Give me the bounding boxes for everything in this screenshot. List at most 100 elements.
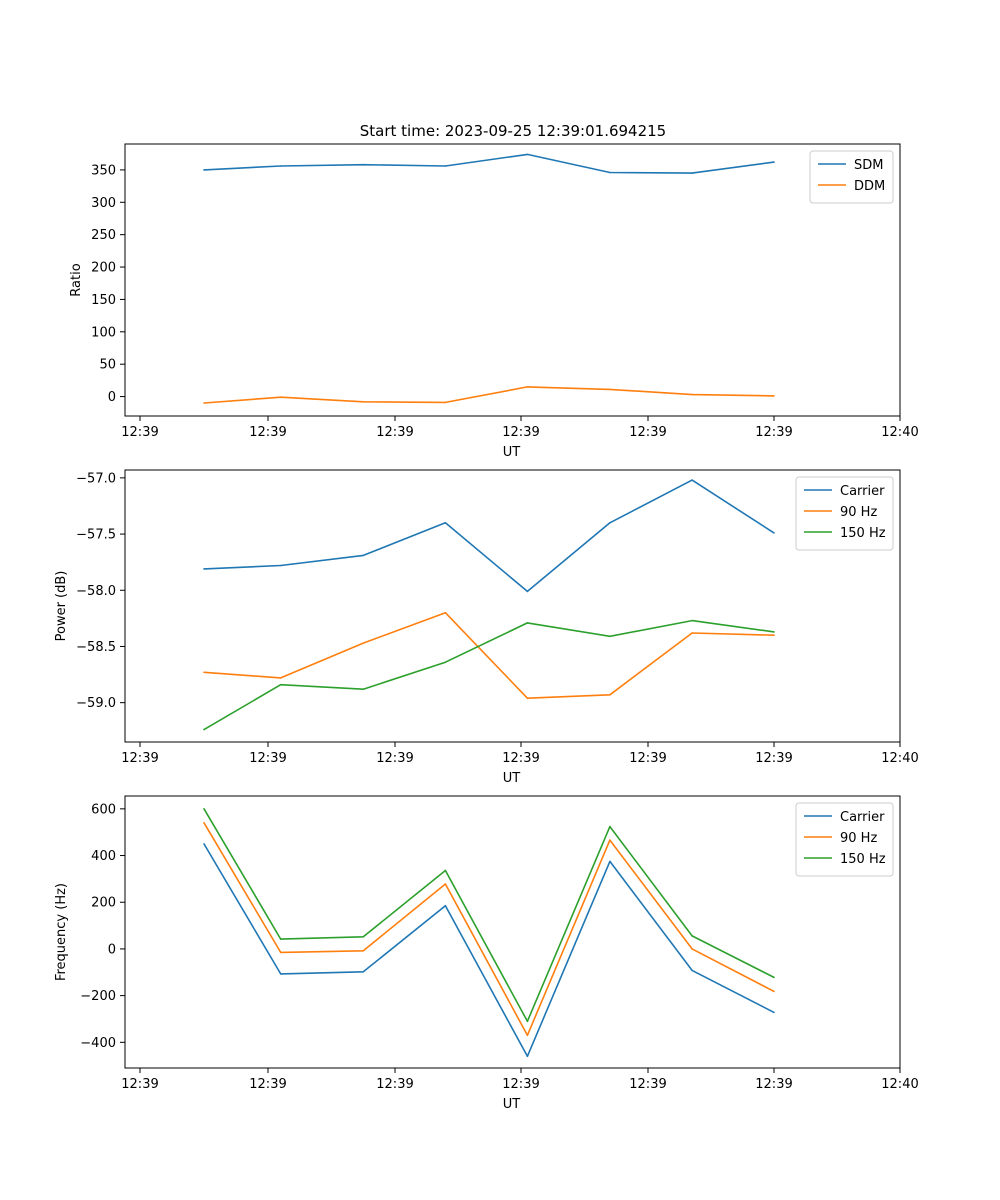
data-point-3-0-2 [362,971,365,973]
y-tick-label-1-1: 50 [99,358,116,373]
y-tick-label-3-0: −400 [80,1036,116,1051]
y-tick-label-1-3: 150 [91,293,116,308]
x-tick-label-3-4: 12:39 [629,1077,666,1092]
axes-frame-1 [124,143,901,417]
legend-1: SDM DDM [809,150,894,204]
series-line-3-90-hz [203,822,775,1037]
data-point-2-0-7 [773,532,775,534]
x-axis-label-3: UT [503,1097,521,1112]
data-point-2-0-2 [362,554,365,557]
data-point-2-2-1 [279,683,282,686]
legend-label-3-1: 90 Hz [840,831,877,846]
y-tick-label-3-4: 400 [91,849,116,864]
x-tick-label-3-3: 12:39 [502,1077,539,1092]
x-tick-label-3-2: 12:39 [376,1077,413,1092]
data-point-2-2-6 [691,619,693,622]
x-tick-label-3-6: 12:40 [881,1077,918,1092]
data-point-3-1-1 [279,951,282,954]
x-tick-label-1-6: 12:40 [881,425,918,440]
data-point-2-1-3 [444,611,447,614]
series-line-2-carrier [203,479,775,593]
x-tick-label-2-2: 12:39 [376,751,413,766]
data-point-3-1-5 [609,839,611,841]
x-axis-label-1: UT [503,445,521,460]
data-point-1-1-7 [773,395,775,397]
legend-3: Carrier 90 Hz 150 Hz [795,802,894,877]
data-point-1-1-6 [691,393,693,396]
y-tick-label-1-2: 100 [91,325,116,340]
legend-label-3-0: Carrier [840,810,885,825]
data-point-1-1-0 [203,402,205,404]
data-point-3-2-7 [773,976,775,979]
data-point-3-2-5 [609,825,611,828]
legend-label-3-2: 150 Hz [840,852,886,867]
x-tick-label-3-5: 12:39 [755,1077,792,1092]
data-point-2-1-2 [362,642,365,644]
data-point-2-2-5 [609,635,611,638]
x-tick-label-1-2: 12:39 [376,425,413,440]
x-tick-label-2-5: 12:39 [755,751,792,766]
data-point-2-2-7 [773,631,775,633]
data-point-3-0-4 [526,1055,529,1058]
x-tick-label-2-0: 12:39 [121,751,158,766]
data-point-2-1-0 [203,671,205,674]
data-point-2-0-4 [526,590,529,593]
data-point-2-0-5 [609,522,611,524]
data-point-1-0-2 [362,163,365,166]
data-point-3-1-6 [691,948,693,950]
data-point-1-0-0 [203,169,205,171]
series-line-2-150-hz [203,619,775,731]
y-tick-label-3-5: 600 [91,802,116,817]
data-point-1-1-5 [609,388,611,391]
x-tick-label-3-1: 12:39 [249,1077,286,1092]
y-tick-label-1-0: 0 [108,390,116,405]
y-tick-label-2-2: −58.0 [76,584,116,599]
legend-label-1-0: SDM [854,158,883,173]
data-point-3-0-6 [691,969,693,972]
data-point-2-0-0 [203,568,205,570]
data-point-2-2-3 [444,661,447,663]
series-line-3-carrier [203,843,775,1058]
data-point-1-1-1 [279,396,282,399]
data-point-2-1-7 [773,634,775,636]
y-axis-label-1: Ratio [69,263,84,296]
x-tick-label-2-3: 12:39 [502,751,539,766]
data-point-1-0-5 [609,171,611,174]
data-point-3-1-3 [444,883,447,885]
data-point-3-0-7 [773,1011,775,1014]
y-axis-label-2: Power (dB) [54,571,69,642]
axes-frame-3 [124,795,901,1069]
data-point-1-0-7 [773,161,775,163]
y-tick-label-3-3: 200 [91,896,116,911]
x-axis-label-2: UT [503,771,521,786]
x-tick-label-1-3: 12:39 [502,425,539,440]
data-point-1-1-2 [362,401,365,403]
legend-label-1-1: DDM [854,179,885,194]
data-point-3-0-5 [609,860,611,863]
data-point-1-0-6 [691,172,693,174]
x-tick-label-2-1: 12:39 [249,751,286,766]
data-point-3-0-1 [279,973,282,975]
series-line-3-150-hz [203,808,775,1023]
data-point-1-0-3 [444,165,447,167]
x-tick-label-1-1: 12:39 [249,425,286,440]
data-point-3-1-7 [773,990,775,993]
y-tick-label-3-2: 0 [108,942,116,957]
legend-label-2-1: 90 Hz [840,505,877,520]
y-tick-label-2-4: −57.0 [76,471,116,486]
data-point-2-1-5 [609,694,611,696]
data-point-3-1-2 [362,950,365,952]
y-axis-label-3: Frequency (Hz) [54,883,69,981]
legend-2: Carrier 90 Hz 150 Hz [795,476,894,551]
data-point-1-1-4 [526,386,529,388]
y-tick-label-2-0: −59.0 [76,696,116,711]
data-point-3-1-4 [526,1034,529,1037]
data-point-2-0-3 [444,522,447,524]
y-tick-label-1-6: 300 [91,196,116,211]
y-tick-label-1-4: 200 [91,261,116,276]
data-point-2-1-6 [691,632,693,634]
panels: 12:39 12:39 12:39 12:39 12:39 12:39 12:40 0 50 10… [54,143,919,1112]
data-point-1-0-1 [279,165,282,167]
legend-label-2-0: Carrier [840,484,885,499]
